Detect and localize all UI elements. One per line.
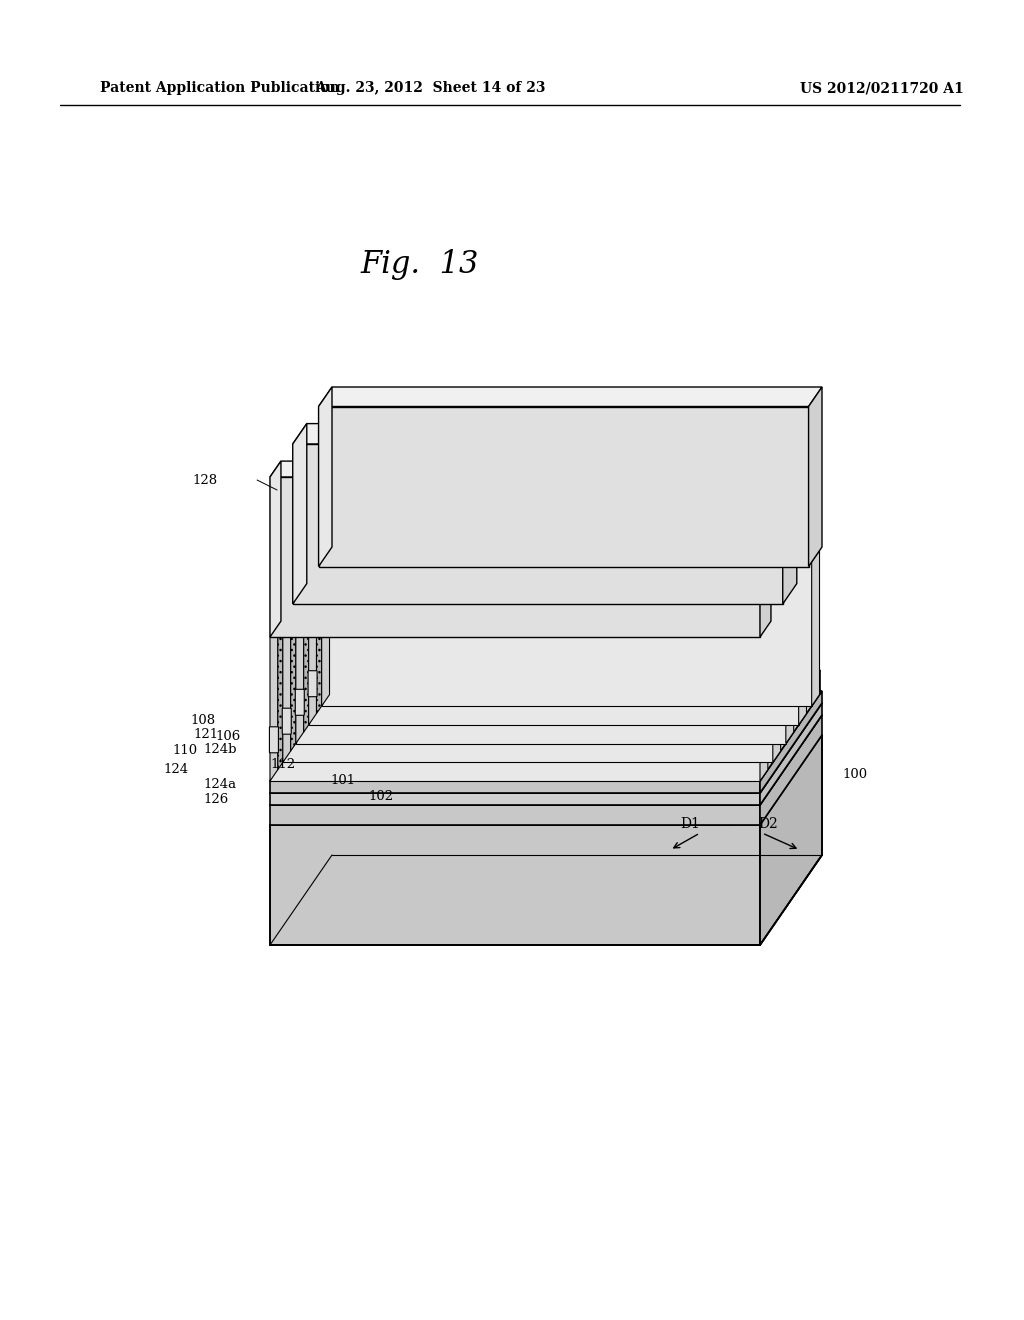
Text: D2: D2 xyxy=(758,817,778,832)
Polygon shape xyxy=(270,638,760,781)
Polygon shape xyxy=(293,424,307,605)
Polygon shape xyxy=(760,461,771,638)
Text: Patent Application Publication: Patent Application Publication xyxy=(100,81,340,95)
Polygon shape xyxy=(283,618,773,763)
Polygon shape xyxy=(773,607,780,763)
Polygon shape xyxy=(760,735,822,945)
Polygon shape xyxy=(280,750,730,825)
Polygon shape xyxy=(310,755,760,830)
Text: 121: 121 xyxy=(194,727,219,741)
Text: 128: 128 xyxy=(193,474,217,487)
Polygon shape xyxy=(280,665,790,750)
Text: 124b: 124b xyxy=(204,743,238,756)
Polygon shape xyxy=(296,589,794,599)
Polygon shape xyxy=(270,704,822,793)
Text: US 2012/0211720 A1: US 2012/0211720 A1 xyxy=(800,81,964,95)
Polygon shape xyxy=(760,671,820,755)
Polygon shape xyxy=(310,671,820,755)
FancyBboxPatch shape xyxy=(295,689,304,715)
Polygon shape xyxy=(322,562,812,706)
Polygon shape xyxy=(785,589,794,743)
Polygon shape xyxy=(270,715,822,805)
Polygon shape xyxy=(270,461,281,638)
Polygon shape xyxy=(330,660,800,744)
Polygon shape xyxy=(304,581,308,733)
Text: 102: 102 xyxy=(368,791,393,804)
Polygon shape xyxy=(283,607,780,618)
Text: 101: 101 xyxy=(330,774,355,787)
Polygon shape xyxy=(270,461,771,477)
Polygon shape xyxy=(318,387,822,407)
Polygon shape xyxy=(270,793,760,805)
Polygon shape xyxy=(760,715,822,825)
Text: 100: 100 xyxy=(842,768,867,781)
FancyBboxPatch shape xyxy=(308,671,317,697)
Text: 112: 112 xyxy=(270,758,295,771)
Polygon shape xyxy=(270,781,760,793)
Polygon shape xyxy=(760,704,822,805)
Polygon shape xyxy=(293,424,797,444)
Polygon shape xyxy=(308,569,807,581)
Polygon shape xyxy=(322,550,330,706)
Polygon shape xyxy=(730,665,790,744)
Polygon shape xyxy=(308,569,316,725)
Polygon shape xyxy=(270,626,278,781)
Polygon shape xyxy=(318,387,332,566)
Polygon shape xyxy=(283,607,291,763)
Polygon shape xyxy=(270,735,822,825)
Polygon shape xyxy=(296,599,785,743)
Text: 110: 110 xyxy=(172,743,198,756)
FancyBboxPatch shape xyxy=(269,727,279,752)
Polygon shape xyxy=(278,618,283,770)
Text: 124: 124 xyxy=(164,763,189,776)
Polygon shape xyxy=(296,589,304,743)
Text: 108: 108 xyxy=(190,714,215,726)
Polygon shape xyxy=(760,750,820,830)
Polygon shape xyxy=(322,550,819,562)
Polygon shape xyxy=(270,715,822,805)
Polygon shape xyxy=(270,626,768,638)
Polygon shape xyxy=(270,690,822,781)
Polygon shape xyxy=(760,690,822,793)
Polygon shape xyxy=(270,825,760,945)
Text: 126: 126 xyxy=(204,793,229,805)
Polygon shape xyxy=(316,562,322,714)
Text: 106: 106 xyxy=(215,730,241,742)
Text: 124a: 124a xyxy=(204,777,237,791)
Text: D1: D1 xyxy=(680,817,699,832)
Polygon shape xyxy=(308,581,799,725)
Polygon shape xyxy=(809,387,822,566)
Polygon shape xyxy=(782,424,797,605)
FancyBboxPatch shape xyxy=(283,709,291,734)
Polygon shape xyxy=(291,599,296,751)
Polygon shape xyxy=(318,407,809,566)
Text: Aug. 23, 2012  Sheet 14 of 23: Aug. 23, 2012 Sheet 14 of 23 xyxy=(314,81,545,95)
Polygon shape xyxy=(799,569,807,725)
Polygon shape xyxy=(293,444,782,605)
Polygon shape xyxy=(812,550,819,706)
Polygon shape xyxy=(760,626,768,781)
Text: Fig.  13: Fig. 13 xyxy=(360,249,479,281)
Polygon shape xyxy=(270,805,760,825)
Polygon shape xyxy=(730,665,790,750)
Polygon shape xyxy=(270,477,760,638)
